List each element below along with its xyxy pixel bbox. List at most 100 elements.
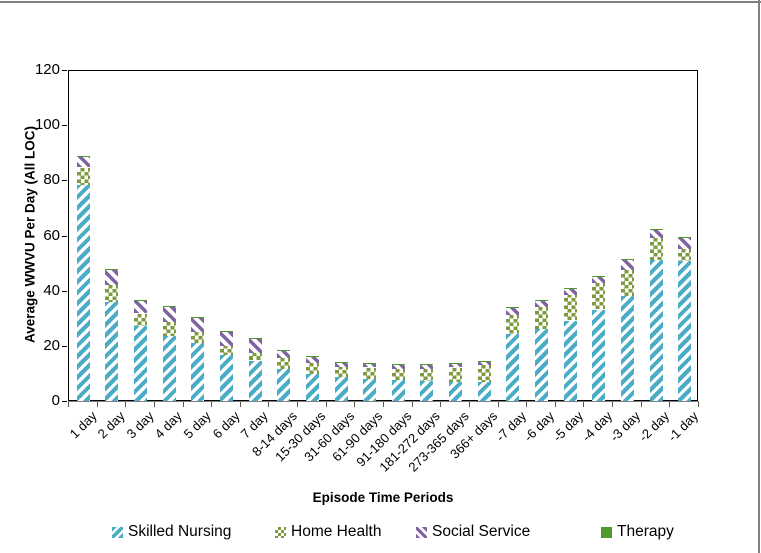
bar-segment-social-service: [478, 362, 491, 365]
x-axis-tick: [583, 402, 584, 407]
bar-segment-social-service: [134, 301, 147, 313]
x-category-label: -2 day: [635, 408, 672, 445]
bar-segment-social-service: [277, 351, 290, 358]
x-category-label: -7 day: [492, 408, 529, 445]
legend-label: Home Health: [291, 523, 382, 540]
bar-segment-social-service: [306, 356, 319, 363]
bar-segment-therapy: [564, 288, 577, 289]
bar-segment-therapy: [163, 306, 176, 307]
bar-segment-home-health: [650, 238, 663, 260]
page-border-right: [758, 0, 760, 553]
bar-segment-home-health: [449, 368, 462, 382]
bar-segment-home-health: [678, 249, 691, 261]
bar-segment-social-service: [420, 365, 433, 369]
x-axis-tick: [555, 402, 556, 407]
y-tick-label: 120: [34, 61, 60, 78]
bar-segment-skilled-nursing: [478, 381, 491, 402]
x-category-label: 4 day: [152, 408, 186, 442]
bar-segment-skilled-nursing: [506, 334, 519, 402]
bar-segment-therapy: [335, 362, 348, 363]
bar-segment-skilled-nursing: [105, 301, 118, 402]
x-axis-tick: [97, 402, 98, 407]
x-axis-tick: [240, 402, 241, 407]
legend-label: Therapy: [617, 523, 674, 540]
bar-segment-home-health: [392, 369, 405, 380]
bar-segment-skilled-nursing: [650, 260, 663, 402]
x-axis-tick: [698, 402, 699, 407]
x-axis-tick: [498, 402, 499, 407]
bar-segment-therapy: [363, 363, 376, 364]
y-tick-label: 80: [43, 171, 60, 188]
legend-label: Skilled Nursing: [128, 523, 232, 540]
bar-segment-skilled-nursing: [134, 326, 147, 402]
bar-segment-home-health: [621, 270, 634, 296]
y-axis-tick: [62, 125, 67, 126]
bar-segment-social-service: [535, 301, 548, 307]
bar-segment-therapy: [535, 300, 548, 301]
bar-segment-social-service: [220, 332, 233, 346]
bar-segment-home-health: [249, 352, 262, 360]
x-axis-tick: [154, 402, 155, 407]
y-axis-tick: [62, 346, 67, 347]
bar-segment-home-health: [363, 368, 376, 379]
y-axis-tick: [62, 236, 67, 237]
x-axis-tick: [641, 402, 642, 407]
bar-segment-skilled-nursing: [220, 355, 233, 402]
x-axis-tick: [526, 402, 527, 407]
bar-segment-therapy: [220, 331, 233, 332]
x-axis-tick: [469, 402, 470, 407]
bar-segment-therapy: [277, 350, 290, 351]
x-axis-tick: [354, 402, 355, 407]
bar-segment-social-service: [191, 318, 204, 332]
x-axis-tick: [211, 402, 212, 407]
bar-segment-skilled-nursing: [420, 381, 433, 402]
legend-item-skilled-nursing: Skilled Nursing: [112, 519, 231, 545]
bar-segment-skilled-nursing: [306, 374, 319, 402]
bar-segment-home-health: [220, 345, 233, 355]
y-axis-tick: [62, 180, 67, 181]
bar-segment-home-health: [564, 294, 577, 320]
legend-item-therapy: Therapy: [601, 519, 674, 545]
x-category-label: 5 day: [180, 408, 214, 442]
y-axis-tick: [62, 401, 67, 402]
bar-segment-home-health: [535, 307, 548, 329]
x-axis-tick: [440, 402, 441, 407]
legend-item-home-health: Home Health: [275, 519, 381, 545]
bar-segment-therapy: [678, 237, 691, 238]
bar-segment-skilled-nursing: [449, 381, 462, 402]
plot-area: [68, 70, 698, 402]
x-category-label: -4 day: [578, 408, 615, 445]
bar-segment-skilled-nursing: [163, 336, 176, 402]
x-category-label: 3 day: [123, 408, 157, 442]
bar-segment-home-health: [77, 168, 90, 185]
bar-segment-home-health: [306, 363, 319, 374]
bar-segment-social-service: [678, 238, 691, 249]
bar-segment-social-service: [650, 230, 663, 238]
x-category-label: 1 day: [66, 408, 100, 442]
y-tick-label: 60: [43, 227, 60, 244]
bar-segment-home-health: [335, 366, 348, 377]
bar-segment-skilled-nursing: [392, 380, 405, 402]
bar-segment-therapy: [306, 356, 319, 357]
bar-segment-social-service: [105, 270, 118, 285]
y-tick-label: 0: [51, 392, 60, 409]
y-axis-tick: [62, 70, 67, 71]
x-axis-tick: [297, 402, 298, 407]
x-category-label: -3 day: [607, 408, 644, 445]
legend-item-social-service: Social Service: [416, 519, 530, 545]
x-axis-tick: [669, 402, 670, 407]
x-axis-title: Episode Time Periods: [312, 490, 454, 505]
bar-segment-skilled-nursing: [564, 321, 577, 402]
bar-segment-therapy: [478, 361, 491, 362]
bar-segment-social-service: [564, 289, 577, 295]
bar-segment-skilled-nursing: [191, 343, 204, 402]
bar-segment-therapy: [105, 269, 118, 270]
bar-segment-social-service: [592, 276, 605, 283]
bar-segment-home-health: [420, 369, 433, 381]
bar-segment-therapy: [449, 363, 462, 364]
bar-segment-home-health: [506, 315, 519, 334]
x-axis-tick: [326, 402, 327, 407]
y-tick-label: 20: [43, 337, 60, 354]
